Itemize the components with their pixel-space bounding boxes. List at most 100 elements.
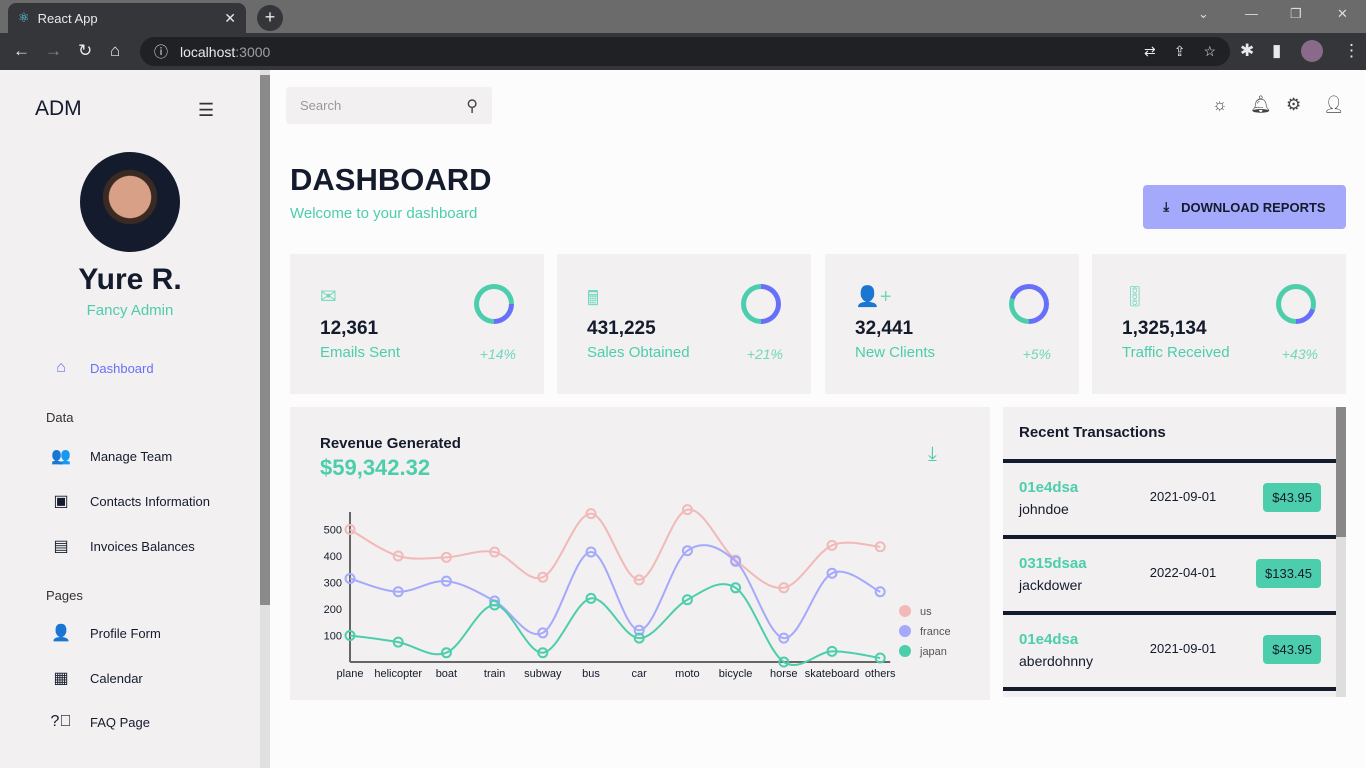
data-point-us <box>489 546 501 558</box>
revenue-value: $59,342.32 <box>320 455 431 480</box>
address-bar[interactable]: ⓘ localhost:3000 ⇄ ⇪ ☆ <box>140 37 1230 66</box>
sidebar-item-label: Contacts Information <box>90 493 210 509</box>
stat-label: New Clients <box>855 344 936 361</box>
x-tick-label: train <box>484 668 505 680</box>
translate-icon[interactable]: ⇄ <box>1143 43 1156 59</box>
browser-tab-bar: ⚛ React App ✕ + ⌄ — ❐ ✕ <box>0 0 1366 33</box>
search-input[interactable]: Search ⚲ <box>286 87 492 124</box>
sidebar-item-profile-form[interactable]: 👤 Profile Form <box>50 623 161 643</box>
contacts-icon: ▣ <box>53 493 69 510</box>
data-point-france <box>344 573 356 585</box>
profile-avatar[interactable] <box>1301 40 1323 62</box>
notifications-icon[interactable]: 🔔︎ <box>1250 95 1272 114</box>
download-icon[interactable]: ⤓ <box>928 443 937 465</box>
side-panel-icon[interactable]: ▮ <box>1272 41 1282 60</box>
email-icon: ✉ <box>320 286 337 308</box>
extensions-icon[interactable]: ✱ <box>1240 41 1255 60</box>
data-point-france <box>826 567 838 579</box>
x-tick-label: subway <box>524 668 562 680</box>
data-point-japan <box>826 645 838 657</box>
sidebar-item-invoices[interactable]: ▤ Invoices Balances <box>50 536 195 556</box>
data-point-us <box>681 504 693 516</box>
sidebar: ADM ☰ Yure R. Fancy Admin ⌂ Dashboard Dat… <box>0 70 260 768</box>
forward-icon[interactable]: → <box>45 41 62 60</box>
y-tick-label: 400 <box>324 551 342 563</box>
transactions-scrollbar-track[interactable] <box>1336 407 1346 697</box>
menu-toggle-icon[interactable]: ☰ <box>198 100 215 120</box>
home-icon[interactable]: ⌂ <box>110 41 121 60</box>
data-point-japan <box>633 632 645 644</box>
data-point-france <box>730 555 742 567</box>
url-host: localhost <box>180 43 236 60</box>
transaction-id: 01e4dsa <box>1019 631 1079 648</box>
more-menu-icon[interactable]: ⋮ <box>1343 41 1360 60</box>
user-icon[interactable]: 👤︎ <box>1323 95 1345 114</box>
data-point-us <box>633 574 645 586</box>
stat-increase: +21% <box>746 346 783 362</box>
help-icon: ?⃝ <box>50 713 72 730</box>
data-point-us <box>440 551 452 563</box>
url-port: :3000 <box>235 43 271 60</box>
download-reports-button[interactable]: ⤓ DOWNLOAD REPORTS <box>1143 185 1346 229</box>
restore-icon[interactable]: ❐ <box>1290 6 1302 21</box>
settings-icon[interactable]: ⚙ <box>1286 95 1302 114</box>
people-icon: 👥 <box>51 448 71 465</box>
tab-search-icon[interactable]: ⌄ <box>1198 6 1209 21</box>
stat-value: 12,361 <box>320 318 379 339</box>
data-point-japan <box>537 647 549 659</box>
sidebar-item-contacts[interactable]: ▣ Contacts Information <box>50 491 210 511</box>
x-tick-label: skateboard <box>805 668 859 680</box>
tab-title: React App <box>37 10 98 26</box>
search-icon[interactable]: ⚲ <box>466 97 478 115</box>
sidebar-item-faq[interactable]: ?⃝ FAQ Page <box>50 713 150 731</box>
stat-value: 32,441 <box>855 318 914 339</box>
sidebar-item-label: Invoices Balances <box>90 538 195 554</box>
data-point-us <box>778 582 790 594</box>
legend-swatch-us <box>899 605 911 617</box>
data-point-france <box>874 586 886 598</box>
recent-transactions-panel: Recent Transactions 01e4dsa johndoe 2021-0… <box>1003 407 1336 697</box>
sidebar-scrollbar-thumb[interactable] <box>260 75 270 605</box>
data-point-us <box>585 508 597 520</box>
button-label: DOWNLOAD REPORTS <box>1181 199 1326 215</box>
data-point-japan <box>778 656 790 668</box>
transaction-cost: $133.45 <box>1256 559 1321 588</box>
reload-icon[interactable]: ↻ <box>78 41 93 60</box>
close-window-icon[interactable]: ✕ <box>1337 6 1348 21</box>
receipt-icon: ▤ <box>53 538 69 555</box>
stat-increase: +14% <box>479 346 516 362</box>
close-tab-icon[interactable]: ✕ <box>224 9 236 26</box>
light-mode-icon[interactable]: ☼ <box>1212 95 1228 114</box>
stat-card-traffic: 🚦︎ 1,325,134 Traffic Received +43% <box>1092 254 1346 394</box>
data-point-japan <box>681 594 693 606</box>
y-tick-label: 200 <box>324 604 342 616</box>
user-name: Yure R. <box>78 263 182 296</box>
legend-label-france: france <box>920 626 951 638</box>
transaction-user: jackdower <box>1019 577 1083 593</box>
stat-value: 1,325,134 <box>1122 318 1207 339</box>
x-tick-label: bicycle <box>719 668 753 680</box>
back-icon[interactable]: ← <box>13 41 30 60</box>
transactions-scrollbar-thumb[interactable] <box>1336 407 1346 537</box>
share-icon[interactable]: ⇪ <box>1173 43 1186 59</box>
home-icon: ⌂ <box>56 359 66 376</box>
info-icon[interactable]: ⓘ <box>154 43 168 60</box>
y-tick-label: 100 <box>324 631 342 643</box>
sidebar-item-label: FAQ Page <box>90 714 150 730</box>
sidebar-item-calendar[interactable]: ▦ Calendar <box>50 668 142 688</box>
browser-tab[interactable]: ⚛ React App ✕ <box>8 3 246 33</box>
sidebar-item-manage-team[interactable]: 👥 Manage Team <box>50 446 172 466</box>
minimize-icon[interactable]: — <box>1245 6 1258 21</box>
transaction-row: 01e4dsa johndoe 2021-09-01 $43.95 <box>1003 459 1336 535</box>
calendar-icon: ▦ <box>53 670 69 687</box>
new-tab-button[interactable]: + <box>257 5 283 31</box>
data-point-japan <box>585 592 597 604</box>
bookmark-star-icon[interactable]: ☆ <box>1203 43 1216 59</box>
transaction-date: 2022-04-01 <box>1149 565 1217 580</box>
x-tick-label: plane <box>337 668 364 680</box>
transaction-row <box>1003 687 1336 697</box>
progress-ring <box>741 284 781 324</box>
data-point-japan <box>730 582 742 594</box>
sidebar-item-dashboard[interactable]: ⌂ Dashboard <box>50 359 153 377</box>
x-tick-label: moto <box>675 668 699 680</box>
